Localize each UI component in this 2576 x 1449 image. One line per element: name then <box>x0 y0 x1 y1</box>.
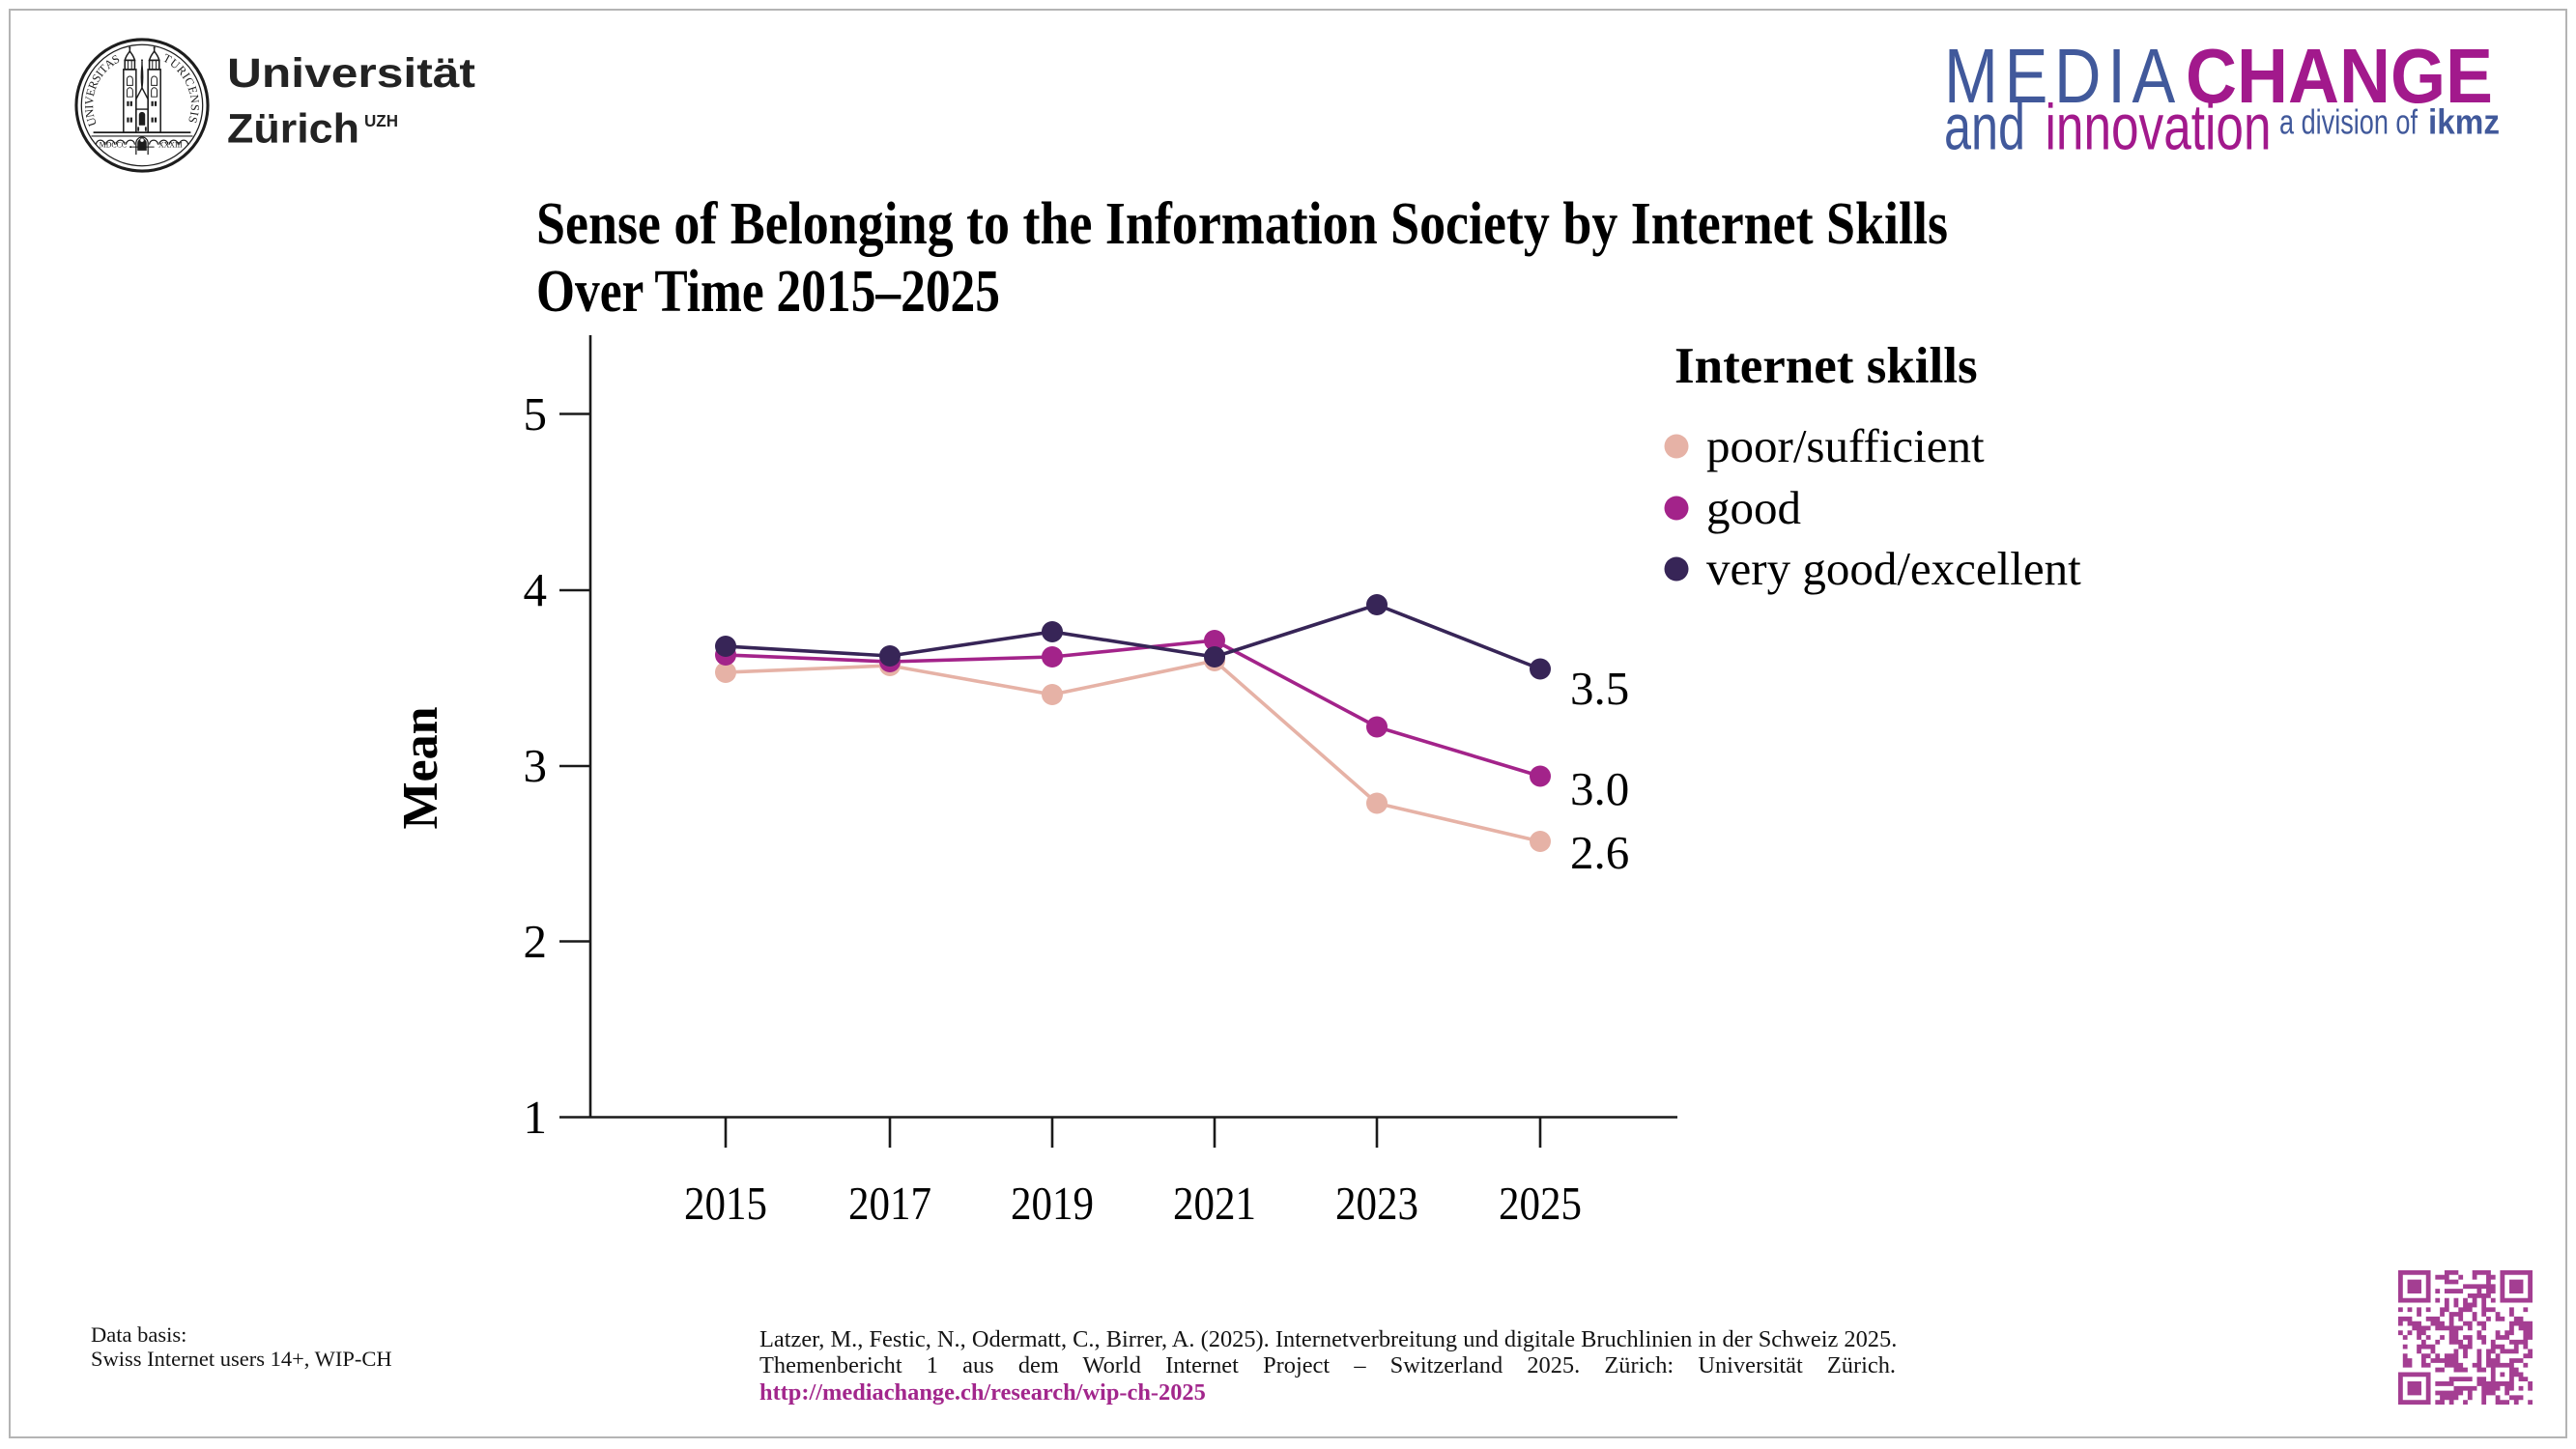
svg-text:2023: 2023 <box>1335 1177 1418 1230</box>
svg-text:innovation: innovation <box>2046 92 2272 164</box>
svg-text:MDCCC: MDCCC <box>100 141 127 150</box>
svg-text:S: S <box>188 104 202 112</box>
svg-text:a division of: a division of <box>2279 102 2419 142</box>
svg-text:I: I <box>82 104 96 109</box>
svg-text:I: I <box>187 111 201 117</box>
svg-text:4: 4 <box>524 563 548 616</box>
svg-text:E: E <box>186 85 201 96</box>
svg-text:2015: 2015 <box>684 1177 767 1230</box>
svg-text:I: I <box>93 68 106 79</box>
svg-text:2021: 2021 <box>1173 1177 1256 1230</box>
svg-text:E: E <box>83 87 98 98</box>
svg-text:3: 3 <box>524 739 548 792</box>
svg-text:MEDIA: MEDIA <box>1944 33 2182 119</box>
svg-text:and: and <box>1944 92 2025 164</box>
svg-text:XXXIII: XXXIII <box>158 141 183 150</box>
svg-text:N: N <box>187 94 202 104</box>
svg-text:2017: 2017 <box>848 1177 931 1230</box>
svg-text:good: good <box>1706 481 1801 534</box>
svg-text:N: N <box>82 108 97 119</box>
svg-text:2025: 2025 <box>1499 1177 1582 1230</box>
svg-text:2019: 2019 <box>1011 1177 1094 1230</box>
svg-text:Internet skills: Internet skills <box>1674 338 1978 394</box>
svg-text:2.6: 2.6 <box>1570 826 1629 879</box>
svg-text:1: 1 <box>524 1091 548 1144</box>
svg-text:5: 5 <box>524 387 548 440</box>
svg-text:Universität: Universität <box>227 50 475 97</box>
svg-text:CHANGE: CHANGE <box>2186 33 2493 119</box>
svg-text:UZH: UZH <box>364 111 398 130</box>
svg-text:S: S <box>186 115 200 126</box>
svg-text:2: 2 <box>524 915 548 968</box>
svg-text:3.0: 3.0 <box>1570 762 1629 815</box>
svg-text:I: I <box>180 71 193 81</box>
svg-text:Over Time 2015–2025: Over Time 2015–2025 <box>536 259 1000 325</box>
svg-text:very good/excellent: very good/excellent <box>1706 542 2081 595</box>
svg-text:Zürich: Zürich <box>227 106 359 153</box>
svg-text:ikmz: ikmz <box>2428 102 2500 142</box>
svg-text:V: V <box>82 96 97 105</box>
svg-text:Sense of Belonging to the Info: Sense of Belonging to the Information So… <box>536 191 1948 257</box>
svg-text:U: U <box>84 116 100 128</box>
svg-text:3.5: 3.5 <box>1570 662 1629 715</box>
svg-text:poor/sufficient: poor/sufficient <box>1706 419 1985 472</box>
svg-text:Mean: Mean <box>393 706 448 829</box>
